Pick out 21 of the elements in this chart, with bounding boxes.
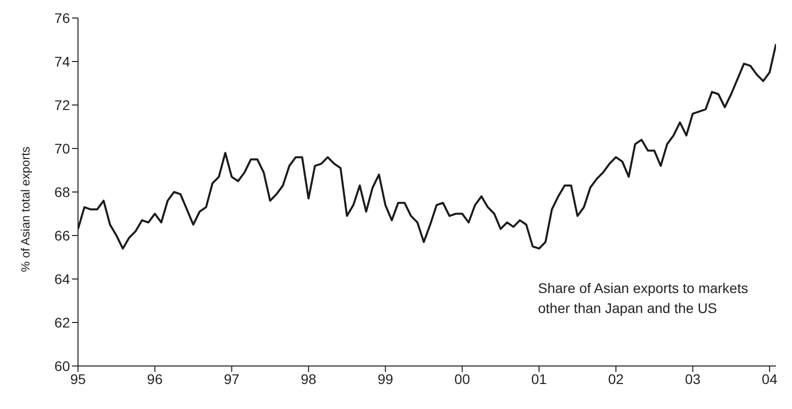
y-tick-label: 60 (54, 358, 70, 374)
x-tick-label: 00 (454, 370, 470, 387)
x-tick-label: 95 (70, 370, 86, 387)
x-tick-label: 97 (224, 370, 240, 387)
y-tick-label: 64 (54, 270, 70, 287)
x-tick-label: 99 (378, 370, 394, 387)
y-tick-label: 68 (54, 184, 70, 200)
x-tick-label: 04 (762, 370, 778, 387)
y-tick-label: 62 (54, 314, 70, 330)
x-tick-label: 03 (684, 370, 701, 387)
x-tick-label: 98 (300, 370, 317, 387)
y-tick-label: 76 (54, 10, 70, 26)
y-tick-label: 66 (54, 227, 70, 244)
x-tick-label: 96 (147, 370, 163, 387)
y-tick-label: 74 (54, 53, 70, 70)
annotation: Share of Asian exports to markets other than Japan and the US (538, 279, 750, 318)
x-tick-label: 02 (608, 370, 624, 387)
y-tick-label: 72 (54, 96, 70, 113)
y-axis-title: % of Asian total exports (18, 146, 32, 272)
y-tick-label: 70 (54, 140, 70, 156)
x-tick-label: 01 (531, 370, 548, 387)
